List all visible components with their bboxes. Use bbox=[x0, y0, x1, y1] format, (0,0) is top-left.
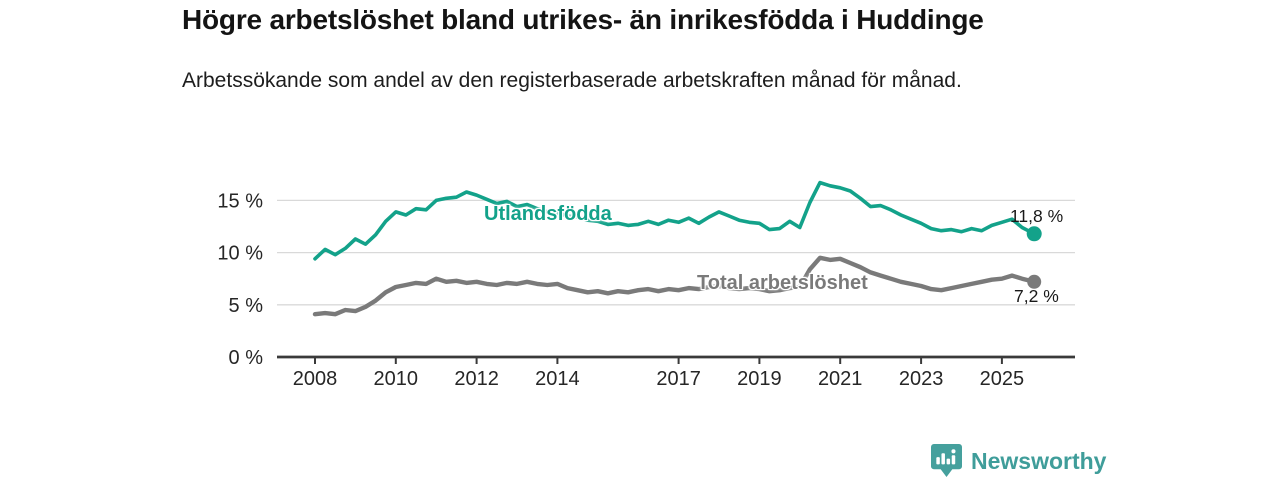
y-tick-label: 0 % bbox=[229, 347, 264, 369]
x-tick-label: 2021 bbox=[818, 368, 863, 390]
end-value-label-total: 7,2 % bbox=[1014, 286, 1059, 306]
series-end-dot-utlandsfodda bbox=[1026, 226, 1042, 242]
x-tick-label: 2025 bbox=[980, 368, 1025, 390]
series-line-total bbox=[312, 255, 1037, 317]
x-tick-label: 2014 bbox=[535, 368, 580, 390]
end-value-label-utlandsfodda: 11,8 % bbox=[1010, 206, 1064, 226]
x-tick-label: 2008 bbox=[293, 368, 338, 390]
series-label-total: Total arbetslöshet bbox=[697, 272, 868, 294]
chart-subtitle: Arbetssökande som andel av den registerb… bbox=[182, 69, 962, 92]
page-title: Högre arbetslöshet bland utrikes- än inr… bbox=[182, 4, 984, 35]
y-tick-label: 10 % bbox=[217, 243, 263, 265]
newsworthy-logo[interactable]: Newsworthy bbox=[931, 444, 1106, 478]
series-line-utlandsfodda bbox=[313, 180, 1036, 261]
x-tick-label: 2023 bbox=[899, 368, 944, 390]
y-tick-label: 15 % bbox=[217, 190, 263, 212]
series-label-utlandsfodda: Utlandsfödda bbox=[484, 203, 612, 225]
y-tick-label: 5 % bbox=[229, 295, 264, 317]
x-tick-label: 2017 bbox=[656, 368, 701, 390]
bar-chart-speech-bubble-icon bbox=[931, 444, 962, 477]
x-tick-label: 2010 bbox=[374, 368, 419, 390]
brand-name: Newsworthy bbox=[971, 447, 1107, 474]
x-tick-label: 2012 bbox=[454, 368, 499, 390]
series-end-dot-total bbox=[1027, 274, 1042, 289]
x-tick-label: 2019 bbox=[737, 368, 782, 390]
